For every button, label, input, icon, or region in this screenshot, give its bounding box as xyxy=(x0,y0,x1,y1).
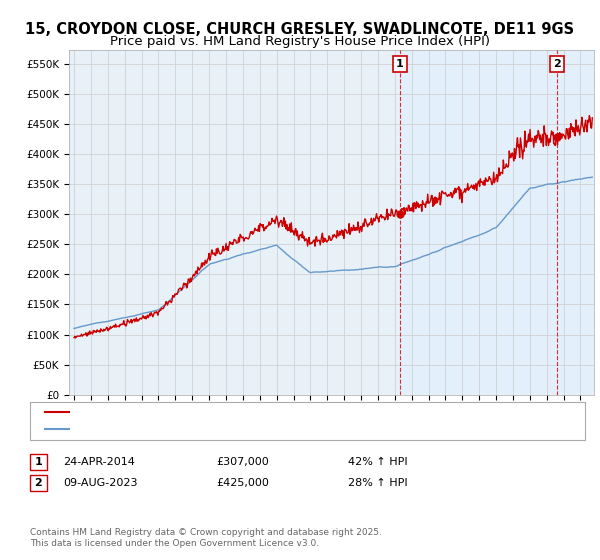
Text: £425,000: £425,000 xyxy=(216,478,269,488)
Text: Contains HM Land Registry data © Crown copyright and database right 2025.
This d: Contains HM Land Registry data © Crown c… xyxy=(30,528,382,548)
Text: 2: 2 xyxy=(553,59,561,69)
Text: 1: 1 xyxy=(35,457,42,467)
Text: 28% ↑ HPI: 28% ↑ HPI xyxy=(348,478,407,488)
Text: 15, CROYDON CLOSE, CHURCH GRESLEY, SWADLINCOTE, DE11 9GS (detached house): 15, CROYDON CLOSE, CHURCH GRESLEY, SWADL… xyxy=(72,407,500,417)
Text: £307,000: £307,000 xyxy=(216,457,269,467)
Text: 09-AUG-2023: 09-AUG-2023 xyxy=(63,478,137,488)
Text: 42% ↑ HPI: 42% ↑ HPI xyxy=(348,457,407,467)
Text: HPI: Average price, detached house, South Derbyshire: HPI: Average price, detached house, Sout… xyxy=(72,424,343,434)
Text: 24-APR-2014: 24-APR-2014 xyxy=(63,457,135,467)
Bar xyxy=(400,50,600,395)
Text: Price paid vs. HM Land Registry's House Price Index (HPI): Price paid vs. HM Land Registry's House … xyxy=(110,35,490,48)
Text: 1: 1 xyxy=(396,59,404,69)
Text: 2: 2 xyxy=(35,478,42,488)
Text: 15, CROYDON CLOSE, CHURCH GRESLEY, SWADLINCOTE, DE11 9GS: 15, CROYDON CLOSE, CHURCH GRESLEY, SWADL… xyxy=(25,22,575,38)
